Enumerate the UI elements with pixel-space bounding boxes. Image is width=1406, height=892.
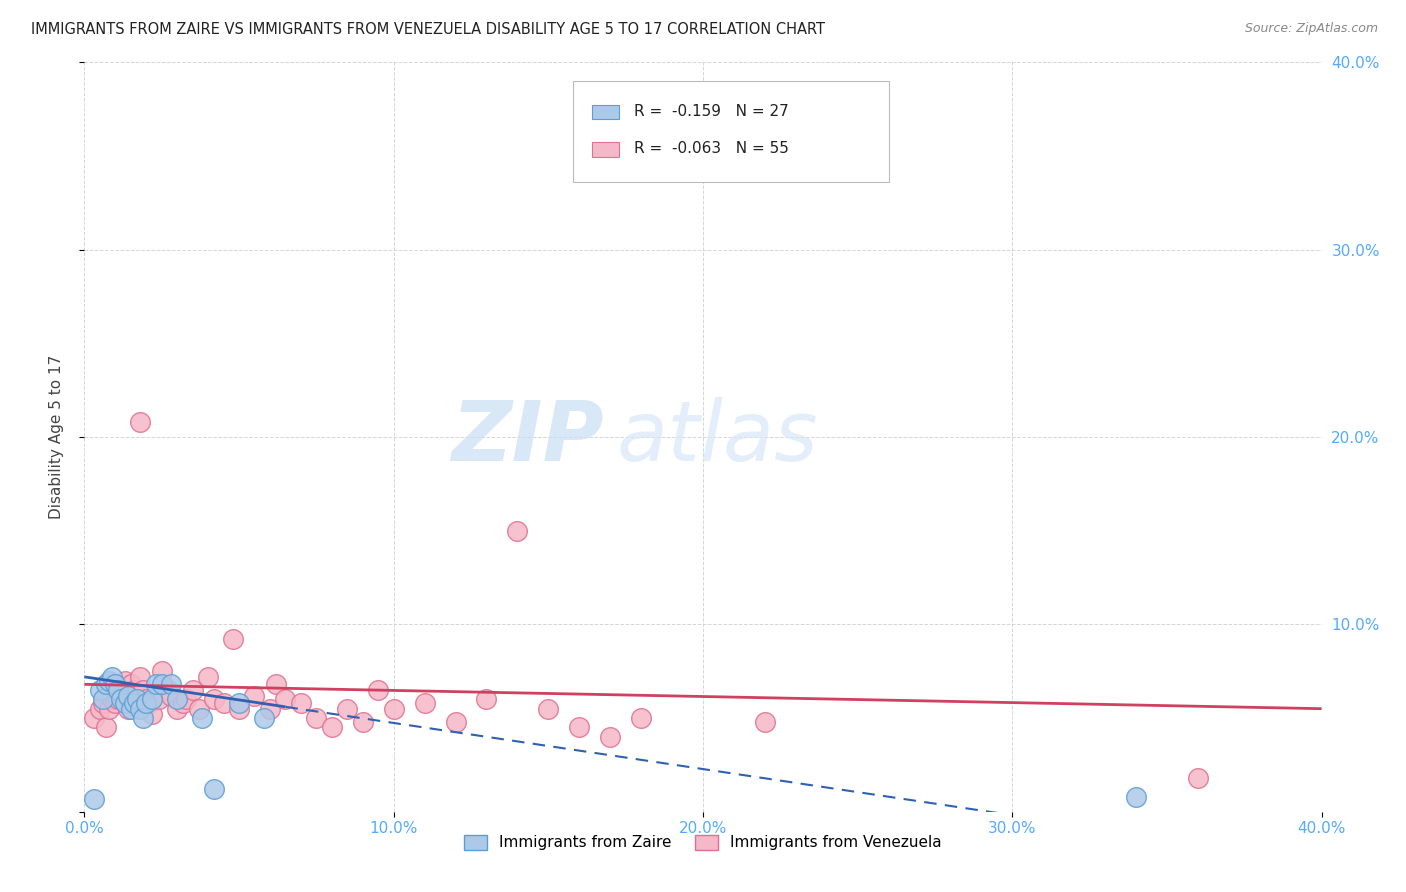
Point: [114, 696, 136, 710]
Point: [305, 711, 328, 725]
Point: [243, 689, 266, 703]
Point: [264, 677, 287, 691]
Point: [107, 692, 129, 706]
Point: [104, 696, 127, 710]
Point: [156, 683, 179, 698]
Point: [336, 701, 359, 715]
Point: [274, 692, 297, 706]
Point: [160, 689, 183, 703]
Point: [98, 673, 121, 688]
Point: [135, 692, 157, 706]
Point: [176, 692, 198, 706]
Bar: [592, 104, 619, 120]
Point: [101, 670, 124, 684]
Point: [599, 730, 621, 744]
Point: [352, 714, 374, 729]
Point: [117, 689, 139, 703]
Point: [475, 692, 498, 706]
Point: [122, 683, 145, 698]
Point: [91, 696, 114, 710]
Point: [129, 670, 152, 684]
Point: [228, 696, 250, 710]
Point: [83, 711, 105, 725]
Point: [110, 692, 132, 706]
Point: [129, 701, 152, 715]
Point: [1125, 789, 1147, 804]
Text: ZIP: ZIP: [451, 397, 605, 477]
Point: [191, 711, 214, 725]
Y-axis label: Disability Age 5 to 17: Disability Age 5 to 17: [49, 355, 63, 519]
Point: [125, 696, 148, 710]
Text: Source: ZipAtlas.com: Source: ZipAtlas.com: [1244, 22, 1378, 36]
Point: [187, 701, 209, 715]
Point: [120, 677, 142, 691]
Point: [160, 677, 183, 691]
Point: [129, 415, 152, 429]
Bar: [592, 142, 619, 157]
Point: [138, 696, 160, 710]
Point: [94, 721, 117, 735]
Point: [253, 711, 276, 725]
Point: [132, 683, 155, 698]
Point: [202, 782, 225, 797]
Point: [107, 683, 129, 698]
Point: [259, 701, 281, 715]
Point: [290, 696, 312, 710]
Point: [367, 683, 389, 698]
FancyBboxPatch shape: [574, 81, 889, 182]
Point: [89, 683, 111, 698]
Text: IMMIGRANTS FROM ZAIRE VS IMMIGRANTS FROM VENEZUELA DISABILITY AGE 5 TO 17 CORREL: IMMIGRANTS FROM ZAIRE VS IMMIGRANTS FROM…: [31, 22, 825, 37]
Point: [148, 692, 170, 706]
Point: [122, 696, 145, 710]
Point: [104, 677, 127, 691]
Text: R =  -0.159   N = 27: R = -0.159 N = 27: [634, 103, 789, 119]
Text: R =  -0.063   N = 55: R = -0.063 N = 55: [634, 141, 789, 156]
Point: [141, 707, 163, 722]
Point: [89, 701, 111, 715]
Point: [150, 664, 173, 679]
Point: [114, 673, 136, 688]
Point: [117, 701, 139, 715]
Point: [568, 721, 591, 735]
Point: [321, 721, 343, 735]
Point: [135, 696, 157, 710]
Point: [222, 632, 245, 647]
Point: [94, 677, 117, 691]
Point: [83, 791, 105, 805]
Point: [212, 696, 235, 710]
Point: [166, 692, 188, 706]
Point: [754, 714, 776, 729]
Point: [537, 701, 560, 715]
Point: [120, 701, 142, 715]
Point: [413, 696, 436, 710]
Point: [150, 677, 173, 691]
Point: [98, 701, 121, 715]
Point: [172, 696, 194, 710]
Point: [125, 692, 148, 706]
Point: [181, 683, 204, 698]
Text: atlas: atlas: [616, 397, 818, 477]
Point: [132, 711, 155, 725]
Point: [444, 714, 467, 729]
Point: [202, 692, 225, 706]
Point: [101, 692, 124, 706]
Point: [197, 670, 219, 684]
Point: [166, 701, 188, 715]
Point: [1187, 771, 1209, 785]
Point: [382, 701, 405, 715]
Point: [228, 701, 250, 715]
Point: [630, 711, 652, 725]
Point: [110, 689, 132, 703]
Point: [145, 677, 167, 691]
Point: [506, 524, 529, 538]
Legend: Immigrants from Zaire, Immigrants from Venezuela: Immigrants from Zaire, Immigrants from V…: [458, 829, 948, 856]
Point: [141, 692, 163, 706]
Point: [91, 692, 114, 706]
